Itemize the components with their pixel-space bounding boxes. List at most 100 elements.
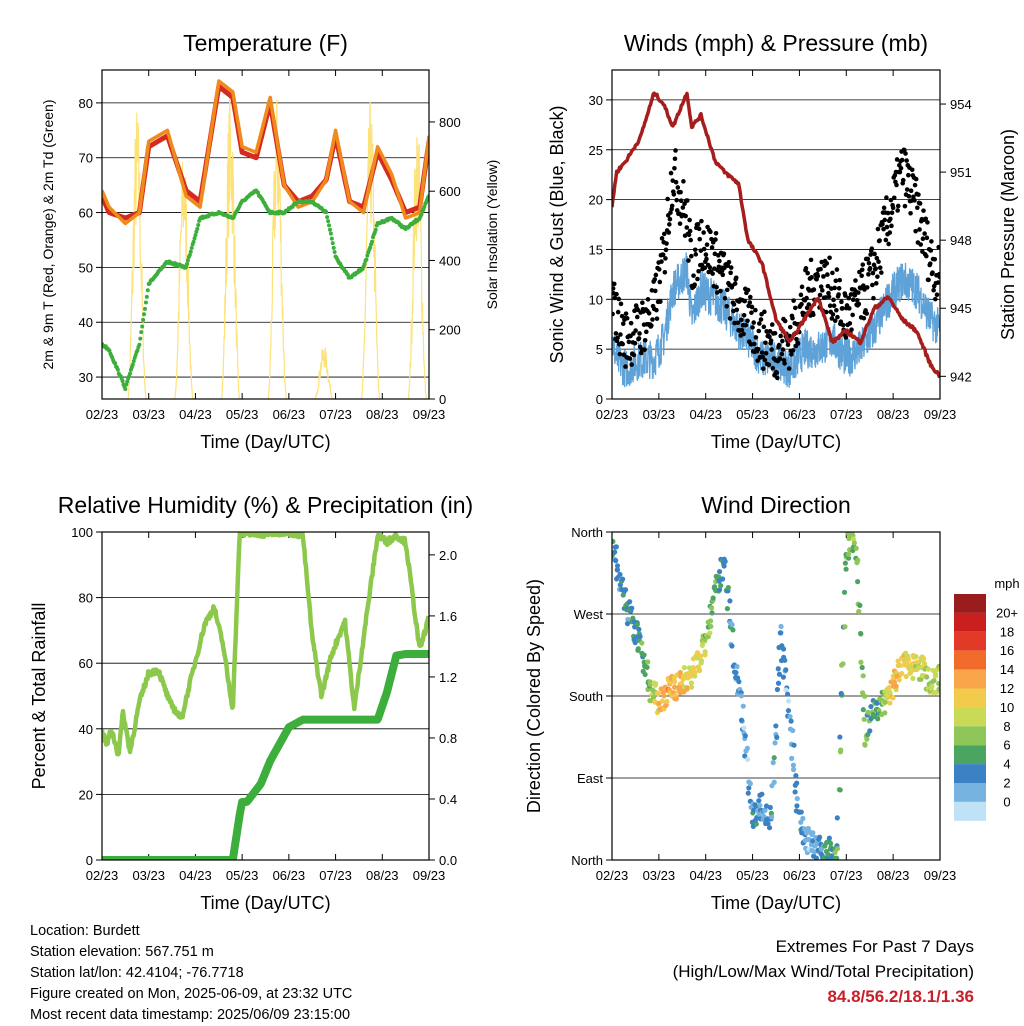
gust-point xyxy=(875,226,881,232)
direction-point xyxy=(850,536,857,542)
gust-point xyxy=(645,297,651,302)
plot-frame xyxy=(101,531,430,861)
gust-point xyxy=(732,281,738,286)
x-axis-title: Time (Day/UTC) xyxy=(711,432,841,452)
x-tick-label: 09/23 xyxy=(924,868,957,883)
gust-point xyxy=(925,220,930,225)
gust-point xyxy=(628,320,634,326)
colorbar-swatch xyxy=(954,707,986,727)
y2-tick-label: 200 xyxy=(439,323,461,338)
gust-point xyxy=(741,331,746,337)
y2-tick-label: 945 xyxy=(950,301,972,316)
gust-point xyxy=(778,333,783,339)
direction-point xyxy=(671,684,678,690)
gust-point xyxy=(745,318,750,324)
y2-tick-label: 0.0 xyxy=(439,853,457,868)
dewpoint-point xyxy=(193,233,198,238)
direction-point xyxy=(681,665,687,671)
direction-point xyxy=(744,756,751,763)
x-axis-title: Time (Day/UTC) xyxy=(711,893,841,913)
dewpoint-point xyxy=(107,348,112,353)
gust-point xyxy=(638,350,644,356)
direction-point xyxy=(678,680,685,687)
dewpoint-point xyxy=(144,294,149,299)
direction-point xyxy=(775,680,782,686)
gust-point xyxy=(895,203,901,209)
gust-point xyxy=(687,217,692,223)
gust-point xyxy=(824,261,830,266)
direction-point xyxy=(635,646,641,652)
direction-point xyxy=(886,684,892,691)
gust-point xyxy=(642,347,647,353)
gust-point xyxy=(846,306,852,311)
x-tick-label: 03/23 xyxy=(132,407,165,422)
gust-point xyxy=(688,237,694,243)
gust-point xyxy=(902,203,908,209)
direction-point xyxy=(753,821,759,827)
gust-point xyxy=(928,248,934,253)
direction-point xyxy=(772,740,778,746)
gust-point xyxy=(831,297,836,303)
direction-point xyxy=(905,657,912,663)
gust-point xyxy=(633,328,638,333)
dewpoint-point xyxy=(141,317,146,322)
dewpoint-point xyxy=(331,245,336,250)
dewpoint-point xyxy=(139,330,144,335)
gust-point xyxy=(891,195,897,201)
panel-2: Winds (mph) & Pressure (mb) 02/23 03/23 04/… xyxy=(547,30,1018,452)
gust-point xyxy=(787,324,793,330)
gust-point xyxy=(755,358,760,363)
dewpoint-point xyxy=(130,362,135,367)
gust-point xyxy=(840,306,845,311)
gust-point xyxy=(616,296,622,302)
gust-point xyxy=(767,334,772,340)
gust-point xyxy=(904,187,910,192)
gust-point xyxy=(612,311,615,317)
insolation-line xyxy=(314,347,334,399)
direction-point xyxy=(720,576,726,582)
direction-point xyxy=(862,693,868,699)
direction-point xyxy=(855,557,861,563)
direction-point xyxy=(650,694,657,700)
gust-point xyxy=(696,268,701,274)
gust-point xyxy=(843,335,849,340)
dewpoint-point xyxy=(143,300,148,305)
dewpoint-point xyxy=(135,348,140,353)
direction-point xyxy=(860,707,866,713)
gust-point xyxy=(751,320,756,325)
gust-point xyxy=(912,198,917,203)
gust-point xyxy=(664,241,669,246)
gust-point xyxy=(864,311,870,316)
gust-point xyxy=(766,362,772,367)
gust-point xyxy=(859,273,864,279)
direction-point xyxy=(622,587,629,593)
panel-1: Temperature (F) 02/23 03/23 04/23 05/23 06/23… xyxy=(40,30,500,452)
gust-point xyxy=(882,217,888,223)
gust-point xyxy=(834,307,839,313)
gust-point xyxy=(762,309,767,315)
gust-point xyxy=(649,288,655,293)
y-tick-label: 15 xyxy=(589,242,603,257)
gust-point xyxy=(930,270,935,275)
insolation-line xyxy=(127,112,147,399)
direction-point xyxy=(837,749,844,755)
y2-axis-title: Station Pressure (Maroon) xyxy=(998,129,1018,340)
y-tick-label: South xyxy=(569,689,603,704)
x-tick-label: 05/23 xyxy=(736,868,769,883)
dewpoint-point xyxy=(332,250,337,255)
gust-point xyxy=(704,242,710,247)
y2-tick-label: 0.4 xyxy=(439,792,457,807)
x-tick-label: 09/23 xyxy=(413,407,446,422)
gust-point xyxy=(890,205,896,211)
gust-point xyxy=(903,151,908,156)
gust-point xyxy=(877,238,882,243)
colorbar-swatch xyxy=(954,726,986,746)
y2-tick-label: 954 xyxy=(950,97,972,112)
direction-point xyxy=(865,709,871,715)
gust-point xyxy=(677,221,683,226)
direction-point xyxy=(840,661,846,667)
gust-point xyxy=(866,260,872,266)
gust-point xyxy=(613,331,619,336)
panel-title: Relative Humidity (%) & Precipitation (i… xyxy=(58,492,473,518)
colorbar-label: 2 xyxy=(1003,776,1010,791)
